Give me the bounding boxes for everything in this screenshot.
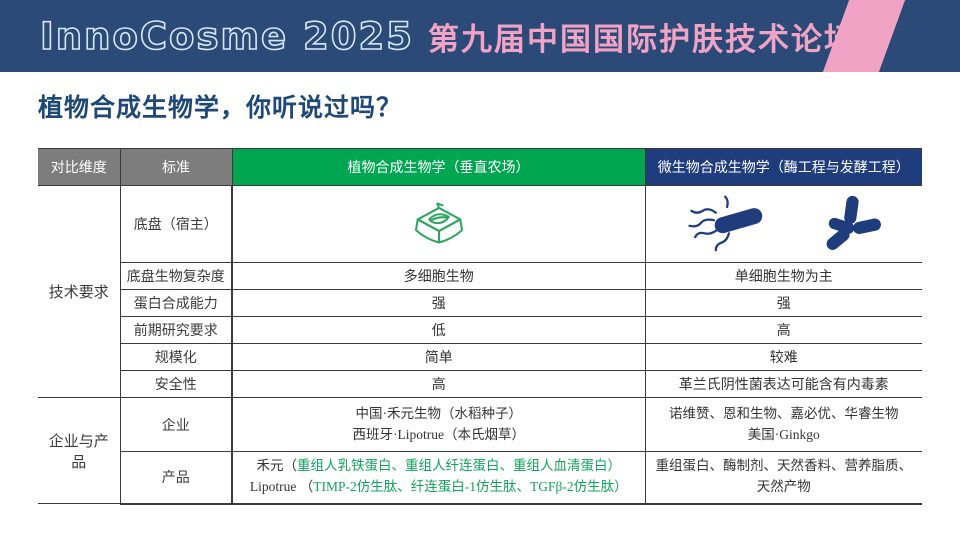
table-row-companies: 企业与产品 企业 中国·禾元生物（水稻种子） 西班牙·Lipotrue（本氏烟草… — [38, 397, 922, 504]
table-row-complexity: 底盘生物复杂度 多细胞生物 单细胞生物为主 — [38, 262, 922, 290]
microbe-products-cell: 重组蛋白、酶制剂、天然香料、营养脂质、天然产物 — [644, 451, 922, 505]
criterion-safety: 安全性 — [119, 370, 233, 398]
comparison-table: 对比维度 标准 植物合成生物学（垂直农场） 微生物合成生物学（酶工程与发酵工程）… — [38, 148, 922, 505]
criterion-products: 产品 — [119, 451, 233, 505]
bacterium-flagella-icon — [685, 192, 771, 257]
table-row-early-research: 前期研究要求 低 高 — [38, 316, 922, 344]
microbe-company-line-1: 诺维赞、恩和生物、嘉必优、华睿生物 — [669, 405, 899, 421]
microbe-safety-value: 革兰氏阴性菌表达可能含有内毒素 — [644, 370, 922, 398]
criterion-protein-synthesis: 蛋白合成能力 — [119, 289, 233, 317]
microbe-research-value: 高 — [644, 316, 922, 344]
plant-chassis-cell — [231, 185, 646, 263]
table-header-row: 对比维度 标准 植物合成生物学（垂直农场） 微生物合成生物学（酶工程与发酵工程） — [38, 148, 922, 186]
microbe-companies-cell: 诺维赞、恩和生物、嘉必优、华睿生物 美国·Ginkgo — [644, 397, 922, 452]
group-cell-tech-requirements: 技术要求 — [38, 185, 121, 398]
plant-company-line-1: 中国·禾元生物（水稻种子） — [355, 405, 523, 421]
table-row-safety: 安全性 高 革兰氏阴性菌表达可能含有内毒素 — [38, 370, 922, 398]
table-row-scalability: 规模化 简单 较难 — [38, 343, 922, 371]
table-row-chassis: 技术要求 底盘（宿主） — [38, 185, 922, 398]
plant-protein-value: 强 — [231, 289, 646, 317]
table-row-products: 产品 禾元（重组人乳铁蛋白、重组人纤连蛋白、重组人血清蛋白） Lipotrue … — [38, 451, 922, 505]
microbe-protein-value: 强 — [644, 289, 922, 317]
bacteria-cluster-icon — [817, 192, 883, 257]
criterion-scalability: 规模化 — [119, 343, 233, 371]
header-band: InnoCosme 2025 第九届中国国际护肤技术论坛 — [0, 0, 960, 72]
col-header-plant: 植物合成生物学（垂直农场） — [231, 148, 646, 186]
criterion-early-research: 前期研究要求 — [119, 316, 233, 344]
col-header-microbe: 微生物合成生物学（酶工程与发酵工程） — [644, 148, 922, 186]
plant-product-line-1-green: 重组人乳铁蛋白、重组人纤连蛋白、重组人血清蛋白） — [297, 458, 621, 474]
plant-scalability-value: 简单 — [231, 343, 646, 371]
plant-product-line-2-green: TIMP-2仿生肽、纤连蛋白-1仿生肽、TGFβ-2仿生肽） — [313, 479, 628, 495]
group-cell-companies-products: 企业与产品 — [38, 397, 121, 504]
plant-company-line-2: 西班牙·Lipotrue（本氏烟草） — [352, 426, 525, 442]
microbe-complexity-value: 单细胞生物为主 — [644, 262, 922, 290]
microbe-company-line-2: 美国·Ginkgo — [747, 426, 820, 442]
col-header-dimension: 对比维度 — [38, 148, 121, 186]
criterion-companies: 企业 — [119, 397, 233, 452]
criterion-chassis-host: 底盘（宿主） — [119, 185, 233, 263]
plant-products-cell: 禾元（重组人乳铁蛋白、重组人纤连蛋白、重组人血清蛋白） Lipotrue （TI… — [231, 451, 646, 505]
plant-tray-sketch-icon — [408, 196, 470, 253]
table-row-protein-synthesis: 蛋白合成能力 强 强 — [38, 289, 922, 317]
plant-product-line-1: 禾元（重组人乳铁蛋白、重组人纤连蛋白、重组人血清蛋白） — [237, 456, 641, 477]
plant-research-value: 低 — [231, 316, 646, 344]
plant-product-line-2: Lipotrue （TIMP-2仿生肽、纤连蛋白-1仿生肽、TGFβ-2仿生肽） — [237, 477, 641, 498]
pink-stripe-decoration — [822, 0, 906, 72]
microbe-scalability-value: 较难 — [644, 343, 922, 371]
brand-logo-text: InnoCosme 2025 — [39, 14, 414, 59]
forum-title: 第九届中国国际护肤技术论坛 — [427, 21, 857, 57]
plant-complexity-value: 多细胞生物 — [231, 262, 646, 290]
plant-product-line-1-prefix: 禾元（ — [256, 458, 298, 474]
plant-companies-cell: 中国·禾元生物（水稻种子） 西班牙·Lipotrue（本氏烟草） — [231, 397, 646, 452]
criterion-complexity: 底盘生物复杂度 — [119, 262, 233, 290]
microbe-chassis-cell — [644, 185, 922, 263]
plant-product-line-2-prefix: Lipotrue （ — [249, 479, 314, 495]
page-title: 植物合成生物学，你听说过吗？ — [38, 94, 403, 122]
plant-safety-value: 高 — [231, 370, 646, 398]
col-header-standard: 标准 — [119, 148, 233, 186]
